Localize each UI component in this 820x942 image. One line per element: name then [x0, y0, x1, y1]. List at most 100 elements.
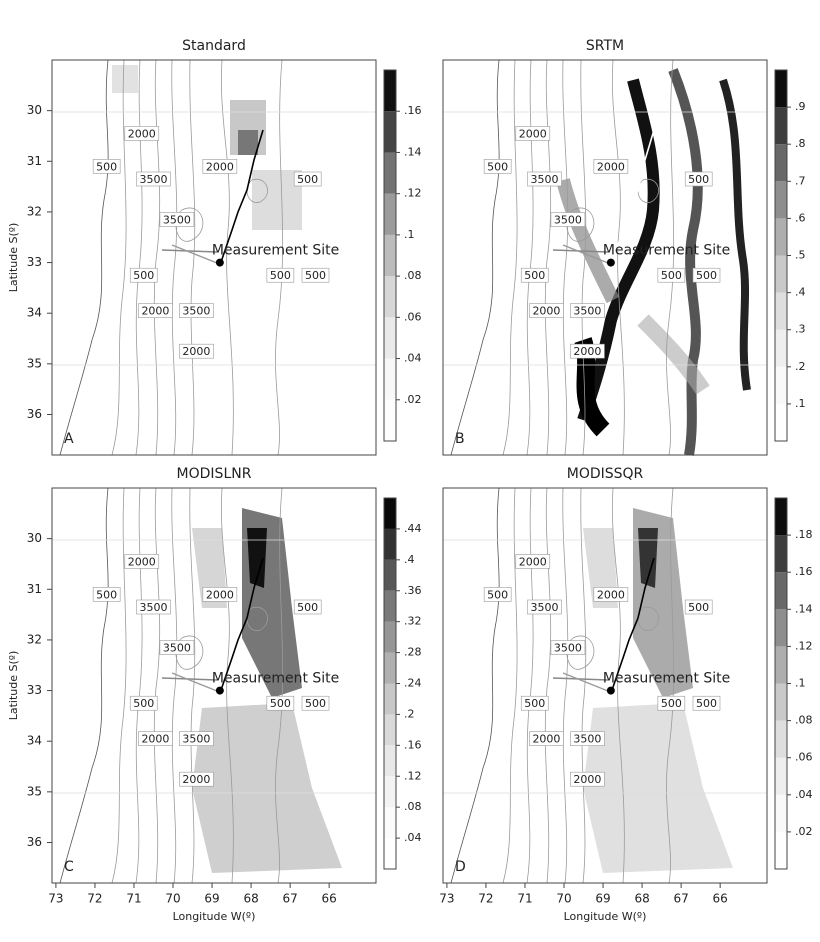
- site-label: Measurement Site: [603, 243, 730, 259]
- colorbar-level: [775, 646, 787, 684]
- contour-label-box: [657, 267, 686, 283]
- contour-label-box: [138, 303, 173, 318]
- contour-label-box: [124, 554, 160, 569]
- colorbar-level: [775, 218, 787, 256]
- contour-label-box: [129, 695, 158, 711]
- panel-label: A: [64, 431, 74, 447]
- y-tick-label: 36: [27, 407, 42, 421]
- contour-label: 500: [688, 601, 709, 614]
- colorbar-level: [384, 776, 396, 808]
- contour-label: 500: [305, 697, 326, 710]
- contour-label-box: [570, 343, 605, 359]
- shading: [638, 528, 658, 588]
- contour-label-box: [692, 267, 721, 283]
- contour-label: 3500: [573, 733, 601, 746]
- contour-label: 2000: [519, 555, 547, 568]
- panel: 2000 500 3500 2000 500 3500 500 500 500 2000 3500 2…: [7, 38, 422, 456]
- contour-label: 2000: [141, 305, 169, 318]
- contour-label-box: [92, 159, 121, 174]
- contour-label: 2000: [206, 160, 234, 173]
- contour-label: 500: [524, 269, 545, 282]
- colorbar-tick-label: .5: [795, 249, 806, 262]
- contour-label: 3500: [163, 642, 191, 655]
- contour-label-box: [138, 731, 173, 746]
- contour-label: 500: [96, 588, 117, 601]
- colorbar-level: [384, 234, 396, 277]
- colorbar-level: [384, 714, 396, 746]
- contour-label: 3500: [530, 601, 558, 614]
- colorbar-tick-label: .16: [404, 738, 422, 751]
- contour-label-box: [202, 159, 238, 174]
- colorbar-tick-label: .12: [404, 187, 422, 200]
- colorbar-level: [775, 609, 787, 647]
- colorbar-level: [775, 535, 787, 573]
- shading: [668, 68, 703, 456]
- contour-label-box: [293, 171, 322, 187]
- contour-label-box: [179, 731, 214, 746]
- panel-title: MODISLNR: [177, 466, 252, 482]
- site-label: Measurement Site: [212, 243, 339, 259]
- colorbar-level: [384, 498, 396, 529]
- colorbar-tick-label: .02: [795, 825, 813, 838]
- contour-label-box: [529, 303, 564, 318]
- site-marker: [215, 686, 224, 695]
- plot-frame: [51, 487, 377, 884]
- colorbar-tick-label: .28: [404, 646, 422, 659]
- contour-label-box: [684, 599, 713, 615]
- colorbar-tick-label: .08: [404, 800, 422, 813]
- x-tick-label: 66: [322, 892, 337, 906]
- panel-label: C: [64, 859, 74, 875]
- contour-label: 500: [133, 269, 154, 282]
- shading: [719, 78, 751, 391]
- x-tick-label: 68: [634, 892, 649, 906]
- colorbar-tick-label: .36: [404, 584, 422, 597]
- plot-frame: [442, 59, 768, 456]
- y-tick-label: 30: [27, 531, 42, 545]
- site-marker: [215, 258, 224, 267]
- colorbar-tick-label: .14: [404, 145, 422, 158]
- colorbar-tick-label: .16: [795, 565, 813, 578]
- colorbar-level: [384, 528, 396, 560]
- contour-label-box: [202, 587, 238, 602]
- contour-label: 3500: [139, 173, 167, 186]
- colorbar-level: [384, 683, 396, 715]
- panel: 2000 500 3500 2000 500 3500 500 500 500 2000 3500 2…: [439, 466, 812, 923]
- colorbar-level: [775, 572, 787, 610]
- contour-label-box: [301, 267, 330, 283]
- x-tick-label: 71: [517, 892, 532, 906]
- colorbar-level: [775, 70, 787, 108]
- x-tick-label: 71: [126, 892, 141, 906]
- contour-label-box: [550, 212, 586, 227]
- colorbar-tick-label: .12: [404, 769, 422, 782]
- colorbar-level: [775, 403, 787, 441]
- colorbar-level: [775, 683, 787, 721]
- contour-label: 3500: [163, 214, 191, 227]
- y-tick-label: 34: [27, 306, 42, 320]
- contour-label-box: [527, 171, 562, 187]
- contour-label-box: [483, 587, 512, 602]
- panel: 2000 500 3500 2000 500 3500 500 500 500 2000 3500 2…: [442, 38, 806, 456]
- y-tick-label: 31: [27, 582, 42, 596]
- colorbar-tick-label: .1: [795, 677, 806, 690]
- contour-label: 2000: [532, 733, 560, 746]
- y-tick-label: 30: [27, 103, 42, 117]
- panel-title: SRTM: [586, 38, 624, 54]
- contour-label-box: [593, 587, 629, 602]
- contour-label: 2000: [128, 127, 156, 140]
- x-tick-label: 66: [713, 892, 728, 906]
- colorbar-level: [384, 838, 396, 869]
- x-tick-label: 72: [87, 892, 102, 906]
- colorbar-level: [384, 652, 396, 684]
- colorbar-level: [775, 366, 787, 404]
- colorbar-tick-label: .7: [795, 174, 806, 187]
- colorbar-tick-label: .6: [795, 211, 806, 224]
- contour-label-box: [179, 771, 214, 787]
- contour-label: 3500: [139, 601, 167, 614]
- y-tick-label: 33: [27, 683, 42, 697]
- contour-label-box: [136, 171, 171, 187]
- colorbar-level: [775, 720, 787, 758]
- contour-label-box: [520, 695, 549, 711]
- contour-label: 500: [524, 697, 545, 710]
- x-tick-label: 69: [204, 892, 219, 906]
